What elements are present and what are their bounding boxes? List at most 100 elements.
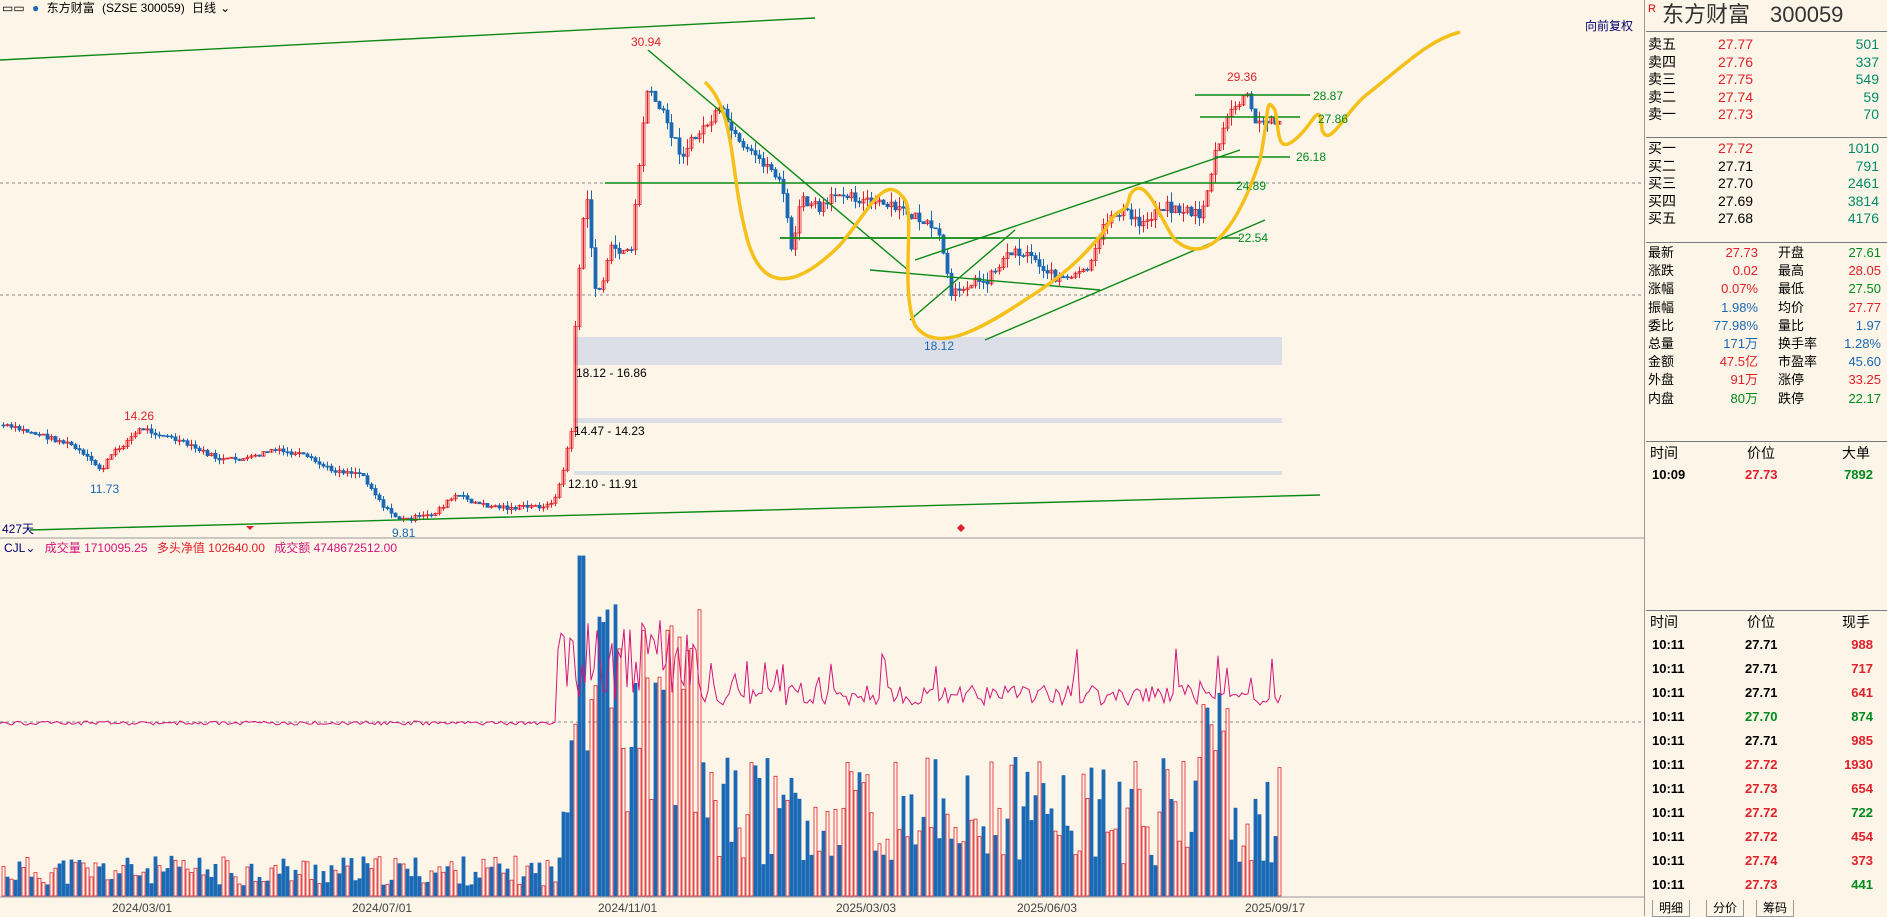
candle-body: [857, 200, 862, 204]
volume-bar: [833, 808, 838, 897]
candle-body: [25, 429, 30, 433]
volume-bar: [277, 873, 282, 897]
bid-row[interactable]: 买四 27.69 3814: [1646, 192, 1887, 210]
trade-volume: 1930: [1844, 757, 1873, 772]
window-icon[interactable]: ▭▭: [2, 1, 25, 15]
candle-body: [865, 197, 870, 200]
volume-bar: [777, 808, 782, 897]
volume-bar: [101, 863, 106, 897]
ask-row[interactable]: 卖四 27.76 337: [1646, 53, 1887, 71]
period-selector[interactable]: 日线 ⌄: [192, 1, 231, 15]
candle-body: [449, 498, 454, 501]
bid-row[interactable]: 买三 27.70 2461: [1646, 174, 1887, 192]
volume-bar: [409, 876, 414, 897]
big-order-row[interactable]: 10:09 27.73 7892: [1646, 464, 1887, 485]
trade-row[interactable]: 10:11 27.74 373: [1646, 850, 1887, 871]
trade-row[interactable]: 10:11 27.71 717: [1646, 658, 1887, 679]
volume-bar: [93, 862, 98, 897]
candle-body: [1069, 276, 1074, 279]
trade-time: 10:11: [1652, 805, 1685, 820]
trade-row[interactable]: 10:11 27.71 641: [1646, 682, 1887, 703]
volume-bar: [901, 795, 906, 897]
stat-label: 最新: [1648, 245, 1675, 260]
trade-row[interactable]: 10:11 27.72 1930: [1646, 754, 1887, 775]
candle-body: [493, 505, 498, 508]
candle-body: [293, 452, 298, 455]
candle-body: [861, 198, 866, 204]
volume-bar: [965, 775, 970, 897]
trade-row[interactable]: 10:11 27.73 441: [1646, 874, 1887, 895]
candle-body: [233, 456, 238, 460]
tab-detail[interactable]: 明细: [1652, 900, 1691, 917]
trade-row[interactable]: 10:11 27.73 654: [1646, 778, 1887, 799]
volume-bar: [333, 869, 338, 897]
bid-row[interactable]: 买五 27.68 4176: [1646, 209, 1887, 227]
candle-body: [413, 515, 418, 521]
quote-panel: R 东方财富 300059 卖五 27.77 501 卖四 27.76 337 卖三 27.7…: [1646, 0, 1887, 917]
tab-chips[interactable]: 筹码: [1756, 900, 1795, 917]
volume-bar: [49, 872, 54, 897]
candle-body: [969, 284, 974, 289]
restore-button[interactable]: 向前复权: [1585, 19, 1634, 33]
volume-bar: [61, 860, 66, 897]
volume-bar: [1065, 825, 1070, 897]
volume-bar: [325, 882, 330, 897]
chart-area[interactable]: ▭▭ ● 东方财富 (SZSE 300059) 日线 ⌄ 向前复权 30.94 2…: [0, 0, 1645, 916]
candle-body: [389, 508, 394, 514]
volume-bar: [129, 864, 134, 897]
bid-row[interactable]: 买一 27.72 1010: [1646, 139, 1887, 157]
ask-row[interactable]: 卖二 27.74 59: [1646, 88, 1887, 106]
volume-bar: [521, 876, 526, 897]
candle-body: [229, 456, 234, 459]
level-label-2: 27.86: [1318, 112, 1349, 126]
volume-bar: [537, 862, 542, 897]
trade-row[interactable]: 10:11 27.71 985: [1646, 730, 1887, 751]
volume-bar: [293, 869, 298, 897]
gap-zone: [574, 418, 1282, 423]
candle-body: [501, 505, 506, 509]
trade-row[interactable]: 10:11 27.72 454: [1646, 826, 1887, 847]
volume-bar: [1037, 761, 1042, 897]
candle-body: [1257, 120, 1262, 124]
ask-row[interactable]: 卖三 27.75 549: [1646, 70, 1887, 88]
ask-row[interactable]: 卖一 27.73 70: [1646, 105, 1887, 123]
volume-bar: [573, 723, 578, 897]
volume-bar: [217, 884, 222, 897]
candle-body: [581, 218, 586, 269]
volume-bar: [789, 777, 794, 897]
candle-body: [41, 433, 46, 436]
tab-price[interactable]: 分价: [1706, 900, 1745, 917]
bid-volume: 2461: [1847, 175, 1879, 192]
volume-bar: [821, 830, 826, 897]
candle-body: [813, 201, 818, 205]
trade-row[interactable]: 10:11 27.72 722: [1646, 802, 1887, 823]
ask-row[interactable]: 卖五 27.77 501: [1646, 35, 1887, 53]
candle-body: [361, 473, 366, 477]
bid-label: 买一: [1648, 140, 1676, 156]
candle-body: [377, 494, 382, 501]
volume-bar: [421, 882, 426, 897]
stat-value: 0.07%: [1721, 281, 1758, 297]
volume-bar: [669, 625, 674, 897]
volume-bar: [961, 841, 966, 897]
kline-chart[interactable]: [0, 0, 1645, 916]
volume-bar: [1245, 823, 1250, 897]
candle-body: [353, 472, 358, 475]
indicator-selector[interactable]: CJL⌄: [4, 541, 36, 555]
volume-bar: [1097, 799, 1102, 897]
candle-body: [201, 449, 206, 452]
volume-bar: [981, 826, 986, 897]
volume-bar: [1113, 828, 1118, 897]
candle-body: [181, 439, 186, 442]
volume-bar: [161, 871, 166, 897]
candle-body: [141, 428, 146, 431]
bid-row[interactable]: 买二 27.71 791: [1646, 157, 1887, 175]
trade-row[interactable]: 10:11 27.70 874: [1646, 706, 1887, 727]
candle-body: [793, 232, 798, 250]
volume-bar: [157, 865, 162, 897]
volume-bar: [413, 857, 418, 897]
volume-bar: [909, 794, 914, 897]
trade-row[interactable]: 10:11 27.71 988: [1646, 634, 1887, 655]
stat-label: 外盘: [1648, 372, 1675, 388]
volume-bar: [1029, 820, 1034, 897]
